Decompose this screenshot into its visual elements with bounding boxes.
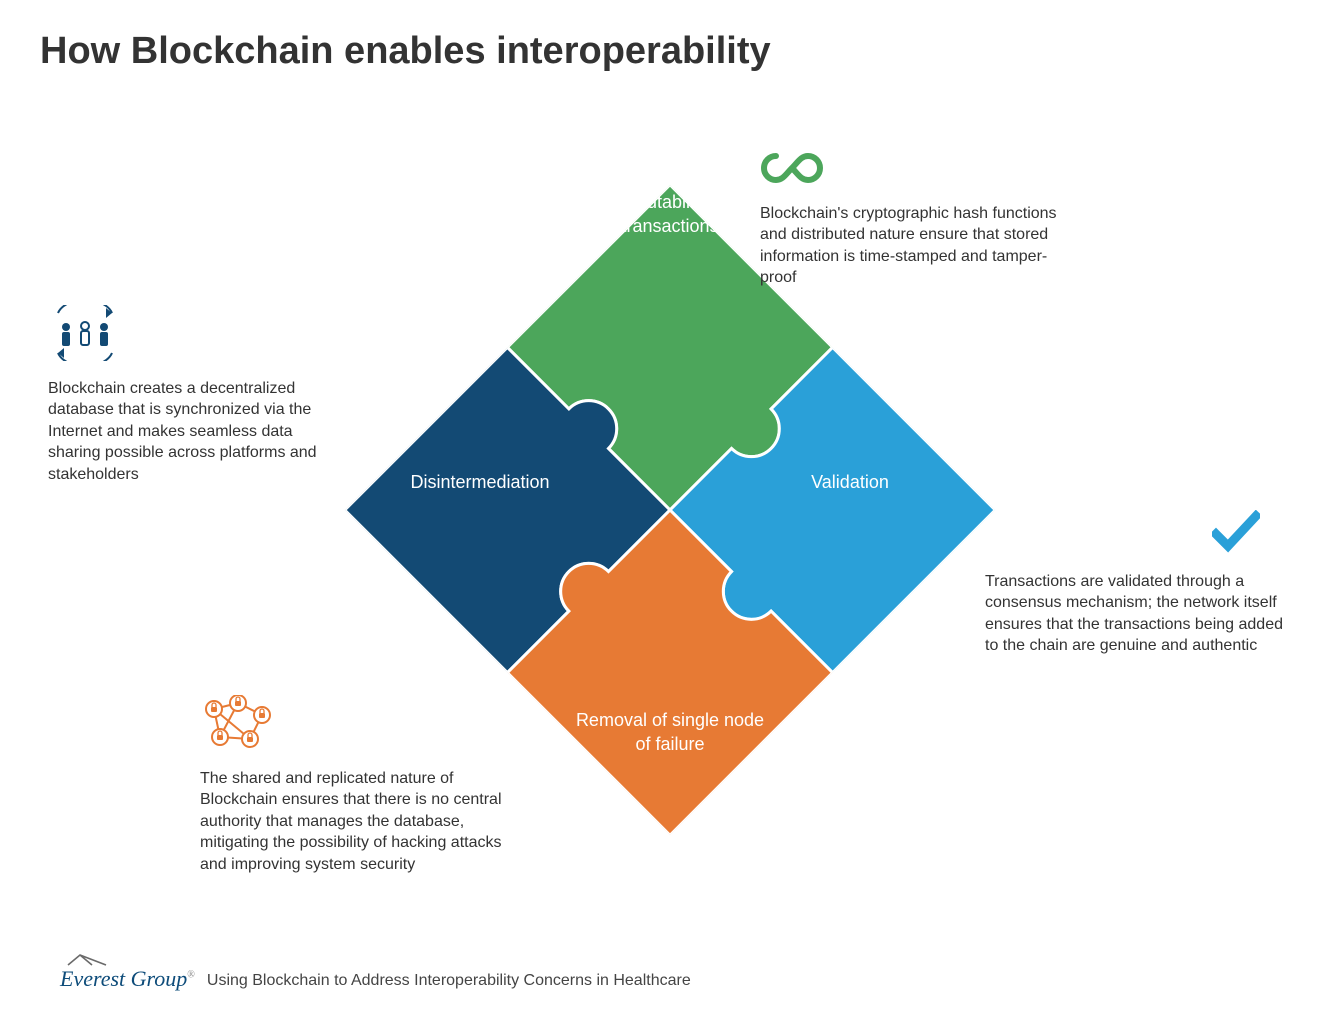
logo-roof-icon [66, 952, 108, 966]
network-lock-icon [200, 695, 510, 758]
desc-right-text: Transactions are validated through a con… [985, 571, 1290, 657]
footer-logo: Everest Group® [60, 952, 195, 992]
page-title: How Blockchain enables interoperability [40, 30, 771, 73]
footer: Everest Group® Using Blockchain to Addre… [60, 952, 691, 992]
desc-right: Transactions are validated through a con… [985, 510, 1290, 657]
desc-bottom-text: The shared and replicated nature of Bloc… [200, 768, 510, 876]
desc-bottom: The shared and replicated nature of Bloc… [200, 695, 510, 876]
footer-subtitle: Using Blockchain to Address Interoperabi… [207, 972, 691, 992]
desc-top: Blockchain's cryptographic hash function… [760, 150, 1070, 289]
desc-left-text: Blockchain creates a decentralized datab… [48, 378, 328, 486]
people-sync-icon [48, 305, 328, 368]
footer-logo-text: Everest Group [60, 966, 187, 991]
registered-mark: ® [187, 970, 195, 981]
desc-top-text: Blockchain's cryptographic hash function… [760, 203, 1070, 289]
checkmark-icon [985, 510, 1290, 561]
desc-left: Blockchain creates a decentralized datab… [48, 305, 328, 486]
infinity-icon [760, 150, 1070, 193]
